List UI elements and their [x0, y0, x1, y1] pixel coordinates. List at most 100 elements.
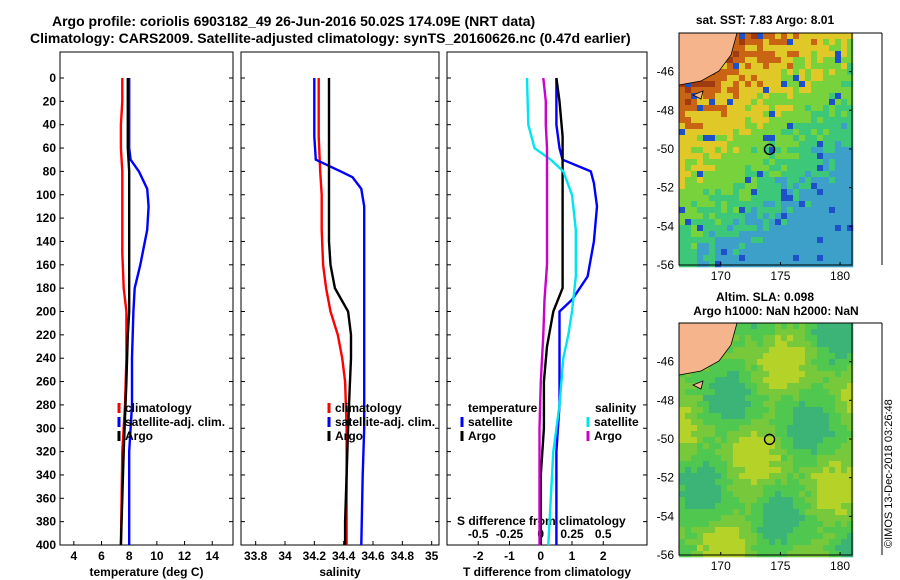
map-cell: [715, 431, 722, 438]
map-cell: [823, 57, 830, 64]
map-cell: [727, 431, 734, 438]
map-cell: [823, 255, 830, 262]
map-cell: [721, 87, 728, 94]
map-cell: [727, 147, 734, 154]
map-cell: [739, 401, 746, 408]
map-cell: [739, 111, 746, 118]
map-cell: [829, 377, 836, 384]
map-cell: [841, 455, 848, 462]
map-cell: [829, 57, 836, 64]
figure-title-line2: Climatology: CARS2009. Satellite-adjuste…: [30, 30, 631, 46]
map-cell: [781, 407, 788, 414]
map-cell: [811, 401, 818, 408]
map-cell: [739, 467, 746, 474]
map-cell: [787, 551, 794, 558]
map-cell: [787, 473, 794, 480]
map-cell: [709, 527, 716, 534]
map-cell: [835, 255, 842, 262]
map-cell: [787, 105, 794, 112]
map-cell: [691, 171, 698, 178]
map-cell: [697, 255, 704, 262]
map-cell: [745, 39, 752, 46]
map-cell: [727, 153, 734, 160]
map-cell: [775, 341, 782, 348]
map-cell: [679, 141, 686, 148]
map-cell: [835, 201, 842, 208]
map-cell: [823, 401, 830, 408]
map-cell: [727, 195, 734, 202]
map-cell: [721, 461, 728, 468]
map-cell: [691, 437, 698, 444]
map-cell: [739, 261, 746, 268]
map-cell: [679, 389, 686, 396]
map-cell: [817, 183, 824, 190]
map-cell: [793, 533, 800, 540]
map-cell: [835, 335, 842, 342]
map-cell: [829, 359, 836, 366]
map-cell: [787, 425, 794, 432]
map-cell: [829, 455, 836, 462]
map-cell: [781, 527, 788, 534]
map-cell: [715, 177, 722, 184]
map-cell: [727, 87, 734, 94]
map-cell: [691, 213, 698, 220]
map-cell: [799, 431, 806, 438]
map-cell: [709, 231, 716, 238]
map-cell: [805, 449, 812, 456]
map-cell: [685, 497, 692, 504]
map-cell: [763, 123, 770, 130]
map-cell: [751, 437, 758, 444]
map-cell: [727, 509, 734, 516]
map-cell: [799, 377, 806, 384]
map-cell: [703, 407, 710, 414]
map-cell: [805, 401, 812, 408]
map-cell: [763, 509, 770, 516]
map-cell: [715, 117, 722, 124]
map-cell: [793, 57, 800, 64]
map-cell: [811, 389, 818, 396]
map-cell: [757, 377, 764, 384]
map-cell: [847, 425, 854, 432]
y-tick-label: 180: [36, 281, 56, 295]
map-cell: [679, 467, 686, 474]
map-cell: [841, 509, 848, 516]
map-cell: [715, 545, 722, 552]
map-cell: [823, 237, 830, 244]
differences-top-tick-label: -0.25: [496, 527, 524, 541]
map-cell: [751, 225, 758, 232]
map-cell: [835, 63, 842, 70]
map-cell: [679, 425, 686, 432]
map-cell: [679, 533, 686, 540]
map-cell: [745, 545, 752, 552]
map-cell: [691, 479, 698, 486]
map-cell: [763, 413, 770, 420]
map-cell: [745, 329, 752, 336]
map-cell: [763, 347, 770, 354]
map-cell: [817, 389, 824, 396]
map-cell: [787, 183, 794, 190]
map-cell: [781, 207, 788, 214]
map-cell: [679, 129, 686, 136]
map-cell: [679, 503, 686, 510]
map-cell: [733, 341, 740, 348]
map-cell: [775, 195, 782, 202]
map-cell: [757, 539, 764, 546]
map-cell: [685, 401, 692, 408]
map-cell: [685, 159, 692, 166]
map-cell: [799, 201, 806, 208]
map-cell: [805, 431, 812, 438]
map-cell: [685, 237, 692, 244]
map-cell: [685, 491, 692, 498]
map-cell: [703, 551, 710, 558]
map-cell: [679, 437, 686, 444]
map-cell: [823, 117, 830, 124]
map-cell: [841, 255, 848, 262]
map-cell: [787, 195, 794, 202]
map-cell: [841, 153, 848, 160]
map-cell: [823, 395, 830, 402]
map-cell: [793, 443, 800, 450]
map-cell: [817, 491, 824, 498]
temperature-series-argo: [119, 78, 131, 546]
map-cell: [727, 521, 734, 528]
map-cell: [823, 63, 830, 70]
